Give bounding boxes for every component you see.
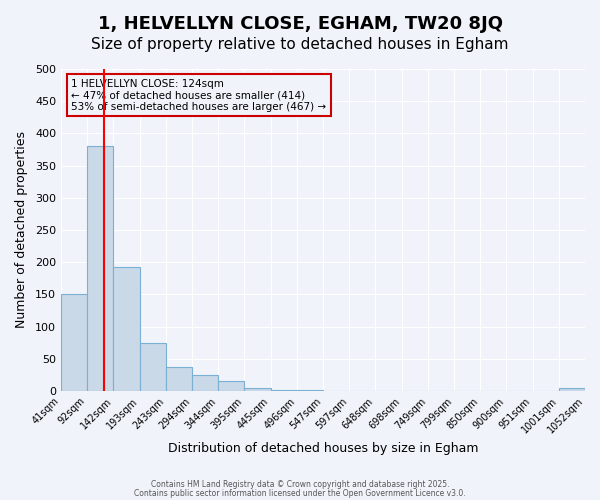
Bar — [140, 342, 166, 391]
X-axis label: Distribution of detached houses by size in Egham: Distribution of detached houses by size … — [168, 442, 478, 455]
Bar — [113, 266, 140, 391]
Text: Contains public sector information licensed under the Open Government Licence v3: Contains public sector information licen… — [134, 488, 466, 498]
Bar — [166, 367, 192, 391]
Bar — [297, 390, 323, 391]
Text: 1 HELVELLYN CLOSE: 124sqm
← 47% of detached houses are smaller (414)
53% of semi: 1 HELVELLYN CLOSE: 124sqm ← 47% of detac… — [71, 78, 326, 112]
Y-axis label: Number of detached properties: Number of detached properties — [15, 132, 28, 328]
Text: Contains HM Land Registry data © Crown copyright and database right 2025.: Contains HM Land Registry data © Crown c… — [151, 480, 449, 489]
Text: 1, HELVELLYN CLOSE, EGHAM, TW20 8JQ: 1, HELVELLYN CLOSE, EGHAM, TW20 8JQ — [97, 15, 503, 33]
Bar — [192, 375, 218, 391]
Bar — [559, 388, 585, 391]
Bar — [244, 388, 271, 391]
Text: Size of property relative to detached houses in Egham: Size of property relative to detached ho… — [91, 38, 509, 52]
Bar — [61, 294, 87, 391]
Bar — [87, 146, 113, 391]
Bar — [271, 390, 297, 391]
Bar — [218, 380, 244, 391]
